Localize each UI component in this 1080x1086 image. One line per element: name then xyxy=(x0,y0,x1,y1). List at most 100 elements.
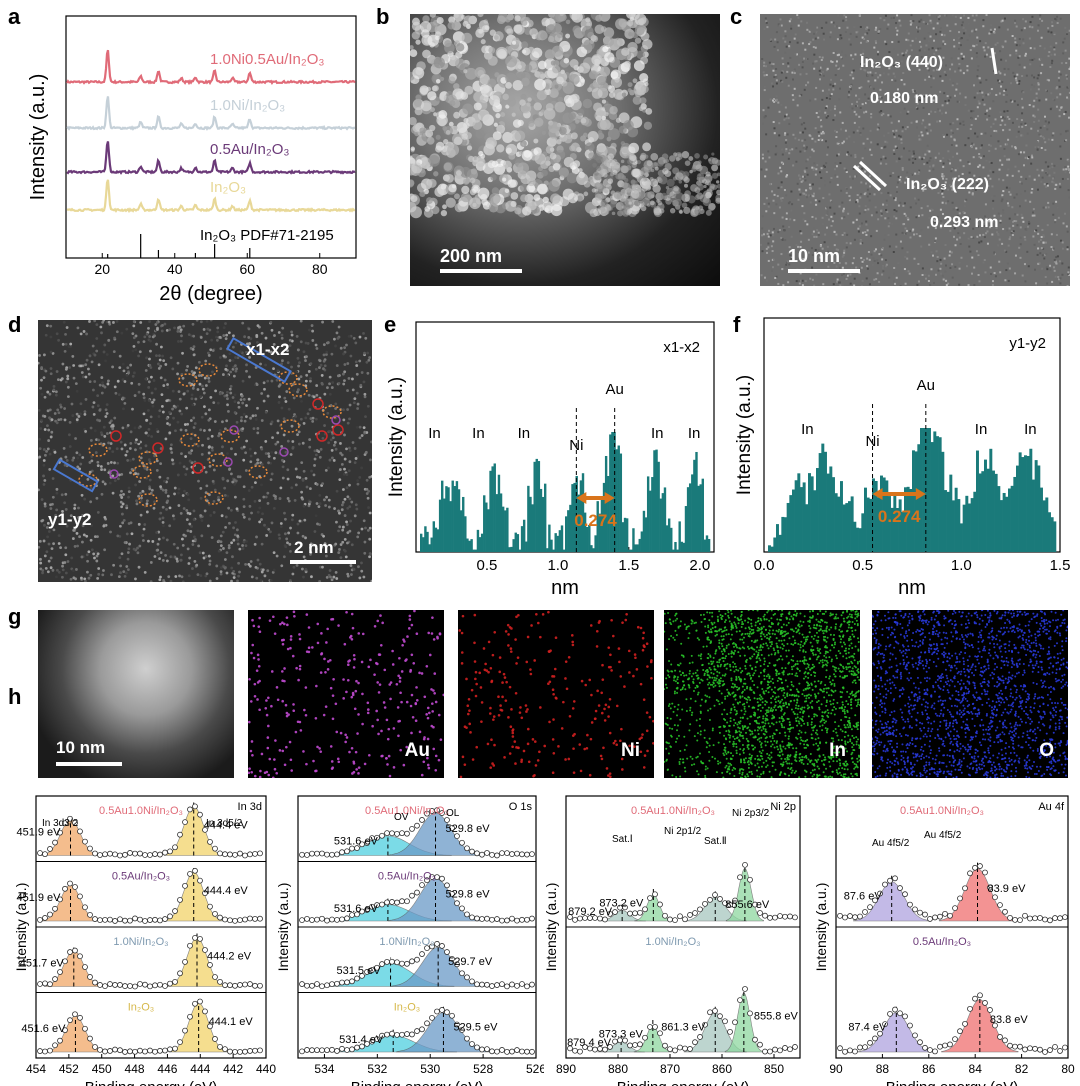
noise xyxy=(778,228,781,231)
atom-column xyxy=(358,576,362,580)
noise xyxy=(1051,177,1054,180)
atom-column xyxy=(151,404,155,408)
noise xyxy=(904,282,907,285)
noise xyxy=(1053,260,1056,263)
particle xyxy=(594,24,605,35)
atom-column xyxy=(49,372,53,376)
atom-column xyxy=(242,497,246,501)
noise xyxy=(926,149,929,152)
atom-column xyxy=(293,499,297,502)
noise xyxy=(843,249,846,252)
particle xyxy=(477,187,490,200)
atom-column xyxy=(64,553,68,557)
particle xyxy=(571,165,576,170)
atom-column xyxy=(353,397,357,401)
noise xyxy=(788,226,791,229)
noise xyxy=(1007,138,1010,141)
atom-column xyxy=(229,391,233,395)
noise xyxy=(767,205,770,208)
atom-column xyxy=(169,443,173,447)
atom-column xyxy=(310,469,313,473)
atom-column xyxy=(296,348,300,352)
atom-column xyxy=(267,452,270,456)
noise xyxy=(1053,164,1056,167)
atom-column xyxy=(157,367,161,370)
noise xyxy=(813,192,816,195)
noise xyxy=(823,241,826,244)
noise xyxy=(975,52,978,55)
atom-column xyxy=(50,547,54,551)
atom-column xyxy=(224,322,227,325)
noise xyxy=(1011,174,1014,177)
atom-column xyxy=(157,537,161,541)
atom-column xyxy=(155,354,158,357)
atom-column xyxy=(368,552,372,555)
noise xyxy=(949,96,952,99)
noise xyxy=(951,14,954,17)
noise xyxy=(986,230,989,233)
noise xyxy=(999,111,1002,114)
noise xyxy=(1002,209,1005,212)
noise xyxy=(891,59,894,62)
atom-column xyxy=(162,536,165,540)
noise xyxy=(998,26,1001,29)
noise xyxy=(880,158,883,161)
noise xyxy=(1024,20,1027,23)
noise xyxy=(1016,118,1019,121)
particle xyxy=(521,49,527,54)
noise xyxy=(808,43,811,46)
noise xyxy=(1024,199,1027,202)
atom-column xyxy=(47,439,51,442)
atom-column xyxy=(108,421,112,425)
atom-column xyxy=(353,461,357,465)
particle xyxy=(580,118,587,124)
atom-column xyxy=(172,416,175,420)
atom-column xyxy=(335,364,339,367)
particle xyxy=(633,84,645,96)
noise xyxy=(980,156,983,159)
noise xyxy=(912,60,915,63)
noise xyxy=(989,144,992,147)
noise xyxy=(774,276,777,279)
particle xyxy=(549,136,558,146)
noise xyxy=(993,272,996,275)
atom-column xyxy=(283,396,287,400)
noise xyxy=(1068,91,1070,94)
particle xyxy=(689,169,693,174)
noise xyxy=(926,144,929,147)
atom-column xyxy=(231,555,234,559)
noise xyxy=(1047,55,1050,58)
noise xyxy=(1068,273,1070,276)
noise xyxy=(938,18,941,21)
atom-column xyxy=(66,374,70,378)
noise xyxy=(782,229,785,232)
noise xyxy=(1001,116,1004,119)
particle xyxy=(455,43,465,52)
atom-column xyxy=(64,492,68,496)
noise xyxy=(850,266,853,269)
noise xyxy=(805,253,808,256)
particle xyxy=(630,189,640,199)
noise xyxy=(797,245,800,248)
noise xyxy=(1025,177,1028,180)
particle xyxy=(490,174,497,181)
noise xyxy=(789,218,792,221)
noise xyxy=(877,30,880,33)
particle xyxy=(694,194,700,201)
noise xyxy=(1012,224,1015,227)
noise xyxy=(987,185,990,188)
noise xyxy=(906,251,909,254)
noise xyxy=(1055,233,1058,236)
noise xyxy=(1027,157,1030,160)
noise xyxy=(1041,135,1044,138)
noise xyxy=(893,64,896,67)
noise xyxy=(878,111,881,114)
noise xyxy=(765,133,768,136)
noise xyxy=(899,240,902,243)
atom-column xyxy=(342,418,346,422)
atom-column xyxy=(232,538,236,542)
noise xyxy=(906,216,909,219)
noise xyxy=(779,24,782,27)
atom-column xyxy=(186,389,190,393)
noise xyxy=(835,64,838,67)
